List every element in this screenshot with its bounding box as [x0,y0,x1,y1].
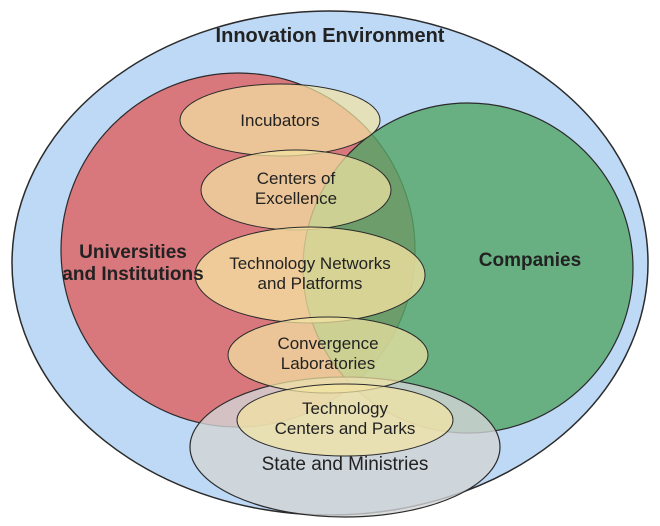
universities-label: Universitiesand Institutions [62,242,203,285]
centers-excellence-label: Centers ofExcellence [255,169,337,208]
innovation-venn-diagram: Innovation Environment Universitiesand In… [0,0,660,526]
convergence-labs-label: ConvergenceLaboratories [277,334,378,373]
outer-label: Innovation Environment [216,25,445,47]
companies-label: Companies [479,250,581,271]
state-label: State and Ministries [262,454,429,475]
incubators-label: Incubators [240,111,319,130]
